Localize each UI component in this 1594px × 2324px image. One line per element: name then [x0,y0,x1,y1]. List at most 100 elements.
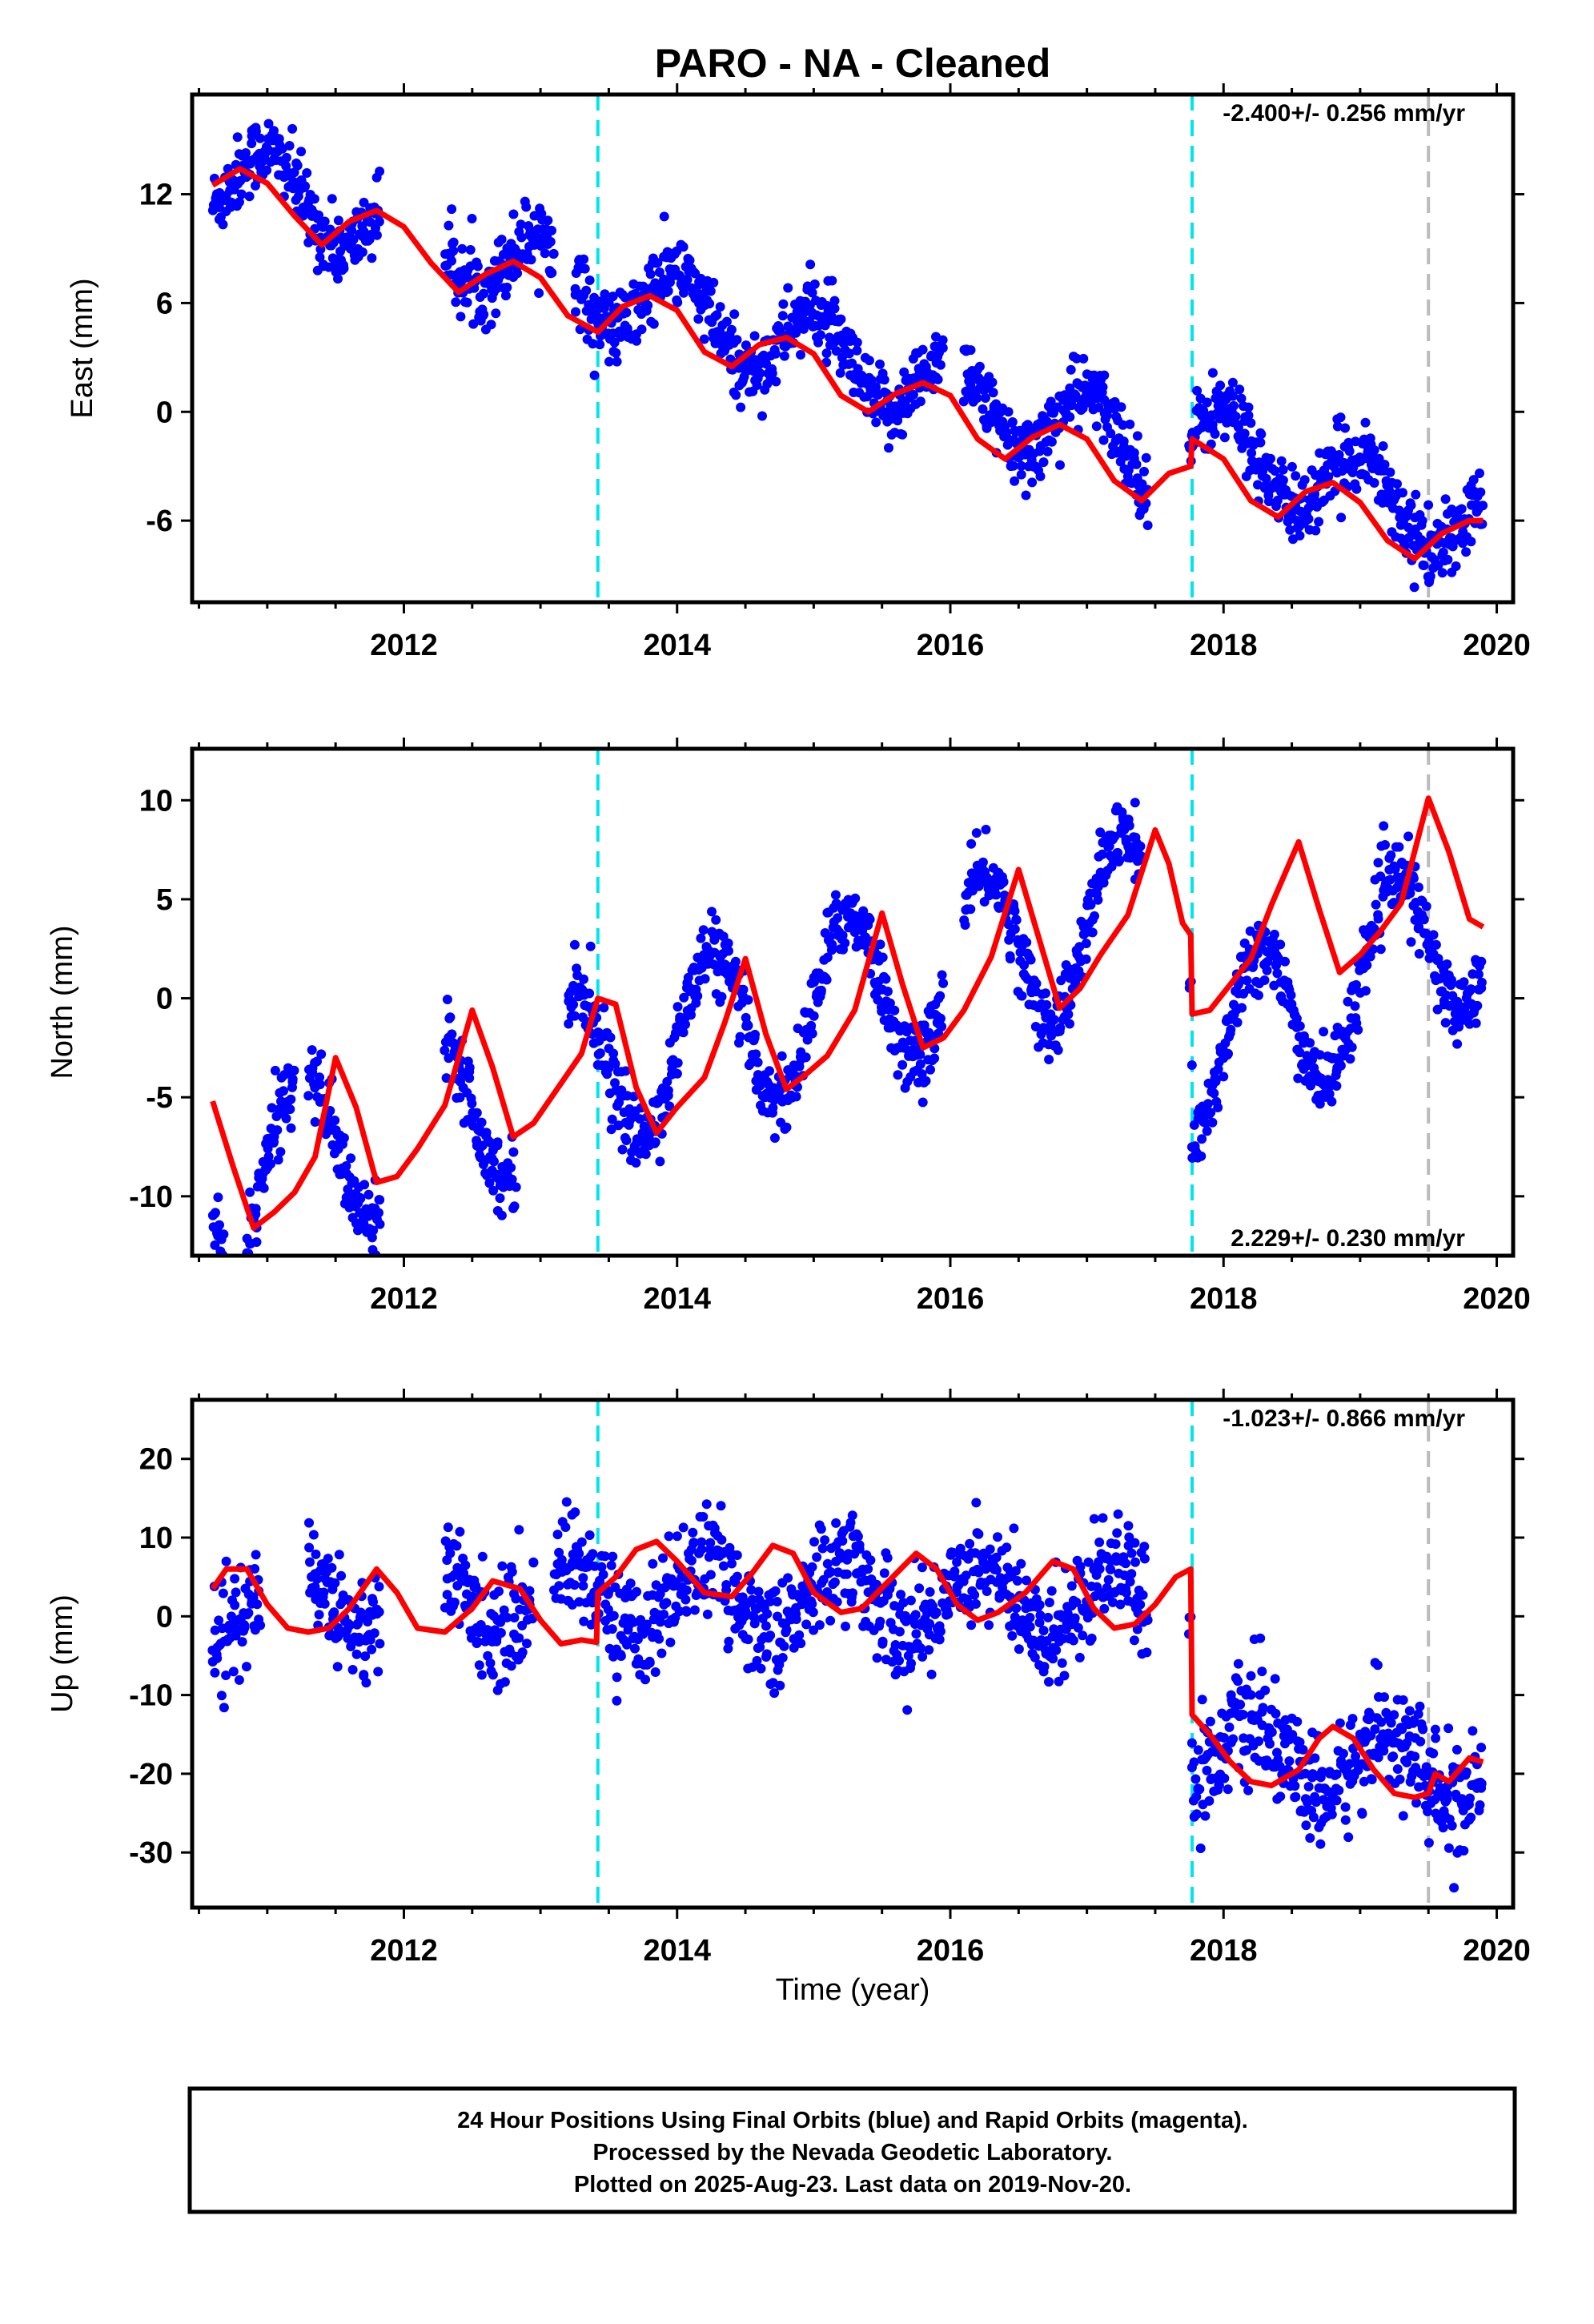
north-observations [207,798,1487,1256]
data-point [1026,955,1036,965]
data-point [1414,949,1424,959]
data-point [727,1558,737,1569]
data-point [980,393,990,403]
data-point [1287,1730,1298,1740]
caption-box: 24 Hour Positions Using Final Orbits (bl… [187,2086,1517,2214]
data-point [1130,798,1140,808]
data-point [243,1608,254,1618]
north-x-tick-label: 2018 [1190,1282,1258,1316]
data-point [864,356,874,366]
data-point [304,1518,314,1528]
data-point [1242,1745,1252,1755]
data-point [961,1570,971,1581]
up-x-tick-label: 2018 [1190,1934,1258,1968]
data-point [1286,990,1296,1000]
data-point [630,1643,640,1654]
data-point [770,1586,781,1596]
data-point [915,396,925,407]
data-point [1086,899,1096,910]
data-point [971,1498,982,1508]
data-point [978,404,988,414]
data-point [1129,1635,1139,1646]
data-point [879,375,889,385]
data-point [1459,977,1469,987]
data-point [480,1636,490,1647]
data-point [1438,547,1448,557]
data-point [1135,1599,1146,1610]
data-point [910,1610,921,1620]
data-point [516,232,527,243]
caption-line-2: Processed by the Nevada Geodetic Laborat… [593,2140,1113,2165]
data-point [252,1599,263,1610]
data-point [1202,1765,1212,1775]
data-point [847,1510,857,1521]
data-point [1206,1108,1216,1118]
data-point [251,1237,262,1247]
data-point [1338,1748,1348,1759]
data-point [645,269,656,279]
data-point [612,356,622,367]
data-point [1295,1021,1305,1031]
data-point [1002,428,1012,438]
north-y-tick-label: 10 [139,784,173,818]
data-point [709,277,719,287]
data-point [825,1615,836,1626]
data-point [375,1219,385,1229]
data-point [467,214,477,223]
data-point [659,211,669,222]
data-point [455,1092,465,1103]
data-point [363,1189,374,1200]
data-point [829,296,840,306]
up-panel: 2012 2014 2016 2018 2020 -30 -20 -10 0 10 20 Up (mm… [46,1389,1531,1968]
data-point [813,337,823,348]
data-point [579,974,588,984]
data-point [1443,1723,1454,1734]
data-point [1260,1685,1271,1695]
data-point [1392,479,1402,489]
data-point [1091,421,1102,432]
data-point [1129,448,1139,458]
data-point [1031,979,1042,989]
caption-line-1: 24 Hour Positions Using Final Orbits (bl… [457,2108,1248,2133]
data-point [1411,1798,1421,1808]
data-point [1373,858,1383,868]
east-y-tick-label: 0 [156,396,173,429]
east-x-tick-label: 2018 [1190,629,1258,662]
data-point [781,1122,792,1132]
data-point [1278,464,1288,475]
east-y-tick-label: 6 [156,287,173,320]
data-point [1414,922,1424,932]
data-point [1272,968,1283,979]
data-point [1392,1764,1403,1774]
data-point [1255,437,1266,448]
data-point [479,309,489,320]
data-point [908,389,918,400]
data-point [281,152,291,163]
data-point [1419,561,1429,570]
data-point [1118,420,1128,430]
data-point [1223,1048,1233,1059]
data-point [488,1670,498,1680]
data-point [319,1587,329,1598]
data-point [219,1703,229,1713]
data-point [1261,473,1271,484]
data-point [496,271,505,281]
data-point [213,1192,223,1203]
data-point [219,1229,229,1240]
data-point [502,282,512,292]
data-point [1066,1581,1077,1591]
data-point [693,991,703,1001]
data-point [606,1560,616,1570]
data-point [827,275,837,286]
data-point [289,1065,299,1076]
data-point [579,254,589,264]
data-point [1014,1644,1024,1655]
data-point [494,1586,504,1597]
data-point [509,1613,520,1622]
data-point [1466,984,1476,995]
data-point [500,1677,510,1687]
data-point [966,904,976,915]
data-point [721,316,732,327]
data-point [262,165,272,175]
data-point [375,167,385,176]
